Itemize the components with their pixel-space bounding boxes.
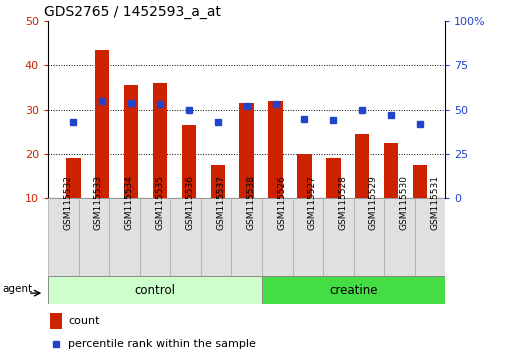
Bar — [412, 165, 426, 198]
Bar — [239, 103, 254, 198]
FancyBboxPatch shape — [322, 198, 353, 276]
Text: agent: agent — [3, 284, 32, 294]
Text: GSM115536: GSM115536 — [185, 175, 194, 230]
FancyBboxPatch shape — [231, 198, 262, 276]
Text: creatine: creatine — [329, 284, 377, 297]
Text: GSM115531: GSM115531 — [429, 175, 438, 230]
FancyBboxPatch shape — [170, 198, 200, 276]
Bar — [210, 165, 225, 198]
Bar — [383, 143, 397, 198]
FancyBboxPatch shape — [262, 276, 444, 304]
Text: GSM115532: GSM115532 — [63, 175, 72, 230]
FancyBboxPatch shape — [414, 198, 444, 276]
Text: GSM115528: GSM115528 — [338, 175, 346, 230]
Text: GSM115537: GSM115537 — [216, 175, 225, 230]
FancyBboxPatch shape — [292, 198, 322, 276]
Bar — [50, 313, 62, 329]
FancyBboxPatch shape — [200, 198, 231, 276]
Text: GSM115538: GSM115538 — [246, 175, 255, 230]
Bar — [296, 154, 311, 198]
Text: control: control — [134, 284, 175, 297]
Text: count: count — [68, 316, 99, 326]
Bar — [95, 50, 109, 198]
FancyBboxPatch shape — [139, 198, 170, 276]
Bar — [268, 101, 282, 198]
Bar — [181, 125, 196, 198]
Text: GSM115527: GSM115527 — [307, 175, 316, 230]
Text: percentile rank within the sample: percentile rank within the sample — [68, 339, 256, 349]
Text: GSM115529: GSM115529 — [368, 175, 377, 230]
Bar — [124, 85, 138, 198]
Bar — [326, 159, 340, 198]
Text: GSM115526: GSM115526 — [277, 175, 286, 230]
Text: GSM115530: GSM115530 — [398, 175, 408, 230]
FancyBboxPatch shape — [109, 198, 139, 276]
FancyBboxPatch shape — [48, 276, 262, 304]
Bar — [153, 83, 167, 198]
FancyBboxPatch shape — [48, 198, 78, 276]
Text: GSM115535: GSM115535 — [155, 175, 164, 230]
Bar — [355, 134, 369, 198]
Text: GSM115533: GSM115533 — [94, 175, 103, 230]
FancyBboxPatch shape — [353, 198, 383, 276]
Text: GSM115534: GSM115534 — [124, 175, 133, 230]
FancyBboxPatch shape — [383, 198, 414, 276]
FancyBboxPatch shape — [78, 198, 109, 276]
Text: GDS2765 / 1452593_a_at: GDS2765 / 1452593_a_at — [44, 5, 221, 19]
Bar — [66, 159, 80, 198]
FancyBboxPatch shape — [262, 198, 292, 276]
